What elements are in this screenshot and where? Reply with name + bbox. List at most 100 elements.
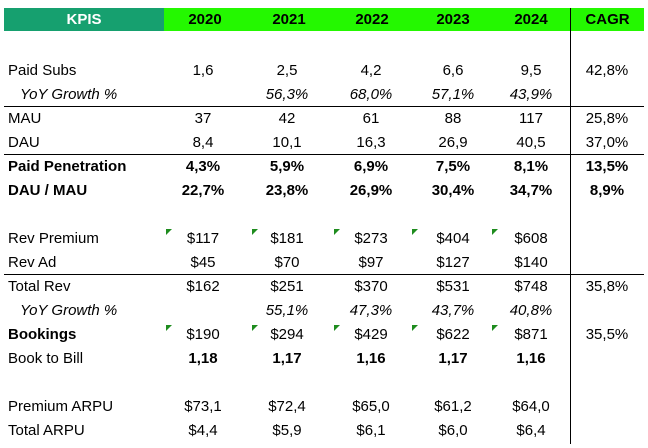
header-year-2022[interactable]: 2022	[337, 8, 407, 31]
header-year-2021[interactable]: 2021	[254, 8, 324, 31]
cell[interactable]: $127	[436, 254, 470, 271]
cagr-cell[interactable]: 13,5%	[585, 158, 629, 175]
cell[interactable]: $70	[274, 254, 300, 271]
cell[interactable]: $531	[436, 278, 470, 295]
cell[interactable]: $273	[354, 230, 388, 247]
cagr-cell[interactable]: 42,8%	[585, 62, 629, 79]
cell[interactable]: 43,7%	[431, 302, 475, 319]
cell[interactable]: 40,8%	[509, 302, 553, 319]
cell[interactable]: 22,7%	[181, 182, 225, 199]
cell[interactable]: 1,18	[188, 350, 218, 367]
cell[interactable]: 9,5	[520, 62, 542, 79]
cell[interactable]: $404	[436, 230, 470, 247]
cell[interactable]: $140	[514, 254, 548, 271]
row-dau[interactable]: DAU 8,4 10,1 16,3 26,9 40,5 37,0%	[0, 131, 648, 154]
cagr-cell[interactable]: 25,8%	[585, 110, 629, 127]
cell[interactable]: $65,0	[352, 398, 390, 415]
cell[interactable]: 10,1	[272, 134, 302, 151]
cell[interactable]: $73,1	[184, 398, 222, 415]
cell[interactable]: $871	[514, 326, 548, 343]
comment-marker-icon[interactable]	[166, 325, 172, 331]
cagr-cell[interactable]: 8,9%	[589, 182, 625, 199]
cell[interactable]: $190	[186, 326, 220, 343]
comment-marker-icon[interactable]	[334, 229, 340, 235]
cell[interactable]: 6,6	[442, 62, 464, 79]
cell[interactable]: 8,4	[192, 134, 214, 151]
cell[interactable]: $6,4	[516, 422, 546, 439]
comment-marker-icon[interactable]	[492, 229, 498, 235]
cell[interactable]: $622	[436, 326, 470, 343]
cell[interactable]: 5,9%	[269, 158, 305, 175]
comment-marker-icon[interactable]	[334, 325, 340, 331]
cell[interactable]: 1,16	[356, 350, 386, 367]
row-premium-arpu[interactable]: Premium ARPU $73,1 $72,4 $65,0 $61,2 $64…	[0, 395, 648, 418]
cell[interactable]: 26,9	[438, 134, 468, 151]
cell[interactable]: $45	[190, 254, 216, 271]
cell[interactable]: 68,0%	[349, 86, 393, 103]
row-rev-premium[interactable]: Rev Premium $117 $181 $273 $404 $608	[0, 227, 648, 250]
cell[interactable]: 4,2	[360, 62, 382, 79]
cell[interactable]: 42	[278, 110, 296, 127]
cell[interactable]: $181	[270, 230, 304, 247]
cell[interactable]: 47,3%	[349, 302, 393, 319]
header-cagr[interactable]: CAGR	[571, 8, 644, 31]
comment-marker-icon[interactable]	[412, 325, 418, 331]
row-mau[interactable]: MAU 37 42 61 88 117 25,8%	[0, 107, 648, 130]
header-kpis[interactable]: KPIS	[4, 8, 164, 31]
cell[interactable]: 88	[444, 110, 462, 127]
cell[interactable]: $6,1	[356, 422, 386, 439]
cell[interactable]: $97	[358, 254, 384, 271]
cell[interactable]: 61	[362, 110, 380, 127]
comment-marker-icon[interactable]	[166, 229, 172, 235]
cell[interactable]: $162	[186, 278, 220, 295]
row-total-arpu[interactable]: Total ARPU $4,4 $5,9 $6,1 $6,0 $6,4	[0, 419, 648, 442]
row-yoy-growth-rev[interactable]: YoY Growth % 55,1% 47,3% 43,7% 40,8%	[0, 299, 648, 322]
cagr-cell[interactable]: 35,5%	[585, 326, 629, 343]
cell[interactable]: $5,9	[272, 422, 302, 439]
row-paid-penetration[interactable]: Paid Penetration 4,3% 5,9% 6,9% 7,5% 8,1…	[0, 155, 648, 178]
cell[interactable]: 7,5%	[435, 158, 471, 175]
cell[interactable]: 30,4%	[431, 182, 475, 199]
cell[interactable]: 57,1%	[431, 86, 475, 103]
cell[interactable]: 16,3	[356, 134, 386, 151]
comment-marker-icon[interactable]	[252, 325, 258, 331]
cell[interactable]: $61,2	[434, 398, 472, 415]
cell[interactable]: $429	[354, 326, 388, 343]
header-year-2020[interactable]: 2020	[170, 8, 240, 31]
header-year-2024[interactable]: 2024	[496, 8, 566, 31]
cell[interactable]: 1,17	[272, 350, 302, 367]
cell[interactable]: 2,5	[276, 62, 298, 79]
cell[interactable]: $6,0	[438, 422, 468, 439]
cell[interactable]: 34,7%	[509, 182, 553, 199]
cell[interactable]: 23,8%	[265, 182, 309, 199]
cell[interactable]: $294	[270, 326, 304, 343]
row-bookings[interactable]: Bookings $190 $294 $429 $622 $871 35,5%	[0, 323, 648, 346]
cell[interactable]: 43,9%	[509, 86, 553, 103]
cell[interactable]: 1,17	[438, 350, 468, 367]
row-book-to-bill[interactable]: Book to Bill 1,18 1,17 1,16 1,17 1,16	[0, 347, 648, 370]
comment-marker-icon[interactable]	[412, 229, 418, 235]
cell[interactable]: 6,9%	[353, 158, 389, 175]
row-yoy-growth-subs[interactable]: YoY Growth % 56,3% 68,0% 57,1% 43,9%	[0, 83, 648, 106]
comment-marker-icon[interactable]	[492, 325, 498, 331]
cell[interactable]: 1,6	[192, 62, 214, 79]
cell[interactable]: 37	[194, 110, 212, 127]
cell[interactable]: 56,3%	[265, 86, 309, 103]
cagr-cell[interactable]: 37,0%	[585, 134, 629, 151]
cell[interactable]: $251	[270, 278, 304, 295]
row-paid-subs[interactable]: Paid Subs 1,6 2,5 4,2 6,6 9,5 42,8%	[0, 59, 648, 82]
cell[interactable]: $748	[514, 278, 548, 295]
row-total-rev[interactable]: Total Rev $162 $251 $370 $531 $748 35,8%	[0, 275, 648, 298]
row-rev-ad[interactable]: Rev Ad $45 $70 $97 $127 $140	[0, 251, 648, 274]
cell[interactable]: $72,4	[268, 398, 306, 415]
cell[interactable]: 8,1%	[513, 158, 549, 175]
cell[interactable]: $4,4	[188, 422, 218, 439]
cell[interactable]: 4,3%	[185, 158, 221, 175]
cell[interactable]: 40,5	[516, 134, 546, 151]
cell[interactable]: $608	[514, 230, 548, 247]
cell[interactable]: $370	[354, 278, 388, 295]
cell[interactable]: $64,0	[512, 398, 550, 415]
cell[interactable]: $117	[186, 230, 220, 247]
cell[interactable]: 26,9%	[349, 182, 393, 199]
comment-marker-icon[interactable]	[252, 229, 258, 235]
